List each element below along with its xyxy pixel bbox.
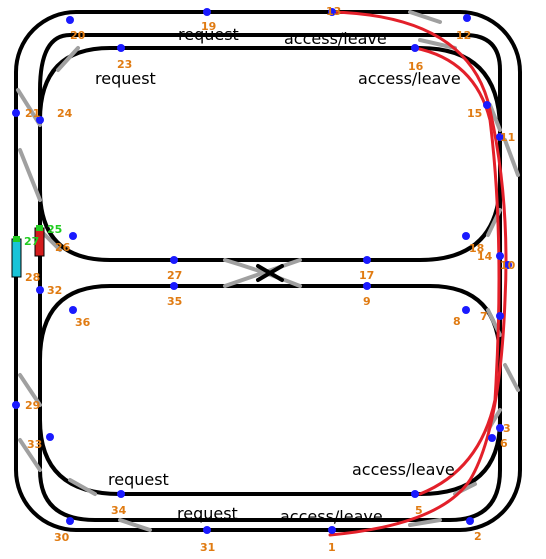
label-request-top: request <box>178 25 239 44</box>
sensor-2-label: 2 <box>474 530 482 543</box>
label-request-lower: request <box>108 470 169 489</box>
sensor-24-label: 24 <box>57 107 73 120</box>
sensor-33-label: 33 <box>27 438 42 451</box>
sensor-19-label: 19 <box>201 20 216 33</box>
sensor-16-dot[interactable] <box>411 44 419 52</box>
sensor-34-dot[interactable] <box>117 490 125 498</box>
sensor-3-dot[interactable] <box>496 424 504 432</box>
sensor-21-dot[interactable] <box>12 109 20 117</box>
sensor-10-label: 10 <box>500 259 516 272</box>
sensor-23-label: 23 <box>117 58 132 71</box>
sensor-10-dot[interactable] <box>504 261 512 269</box>
sensor-24-dot[interactable] <box>36 116 44 124</box>
sensor-2-dot[interactable] <box>466 517 474 525</box>
sensor-20-label: 20 <box>70 29 86 42</box>
sensor-16-label: 16 <box>408 60 424 73</box>
sensor-26-label: 26 <box>55 241 71 254</box>
sensor-35-label: 35 <box>167 295 182 308</box>
sensor-30-dot[interactable] <box>66 517 74 525</box>
sensor-19-dot[interactable] <box>203 8 211 16</box>
sensor-23-dot[interactable] <box>117 44 125 52</box>
label-request-upper-left: request <box>95 69 156 88</box>
sensor-25-label: 25 <box>47 223 62 236</box>
sensor-31-dot[interactable] <box>203 526 211 534</box>
sensor-15-dot[interactable] <box>483 101 491 109</box>
sensor-11-dot[interactable] <box>496 133 504 141</box>
sensor-6-dot[interactable] <box>488 434 496 442</box>
upper-inner-loop-track <box>38 46 502 262</box>
label-access-upper-right: access/leave <box>358 69 461 88</box>
sensor-14-dot[interactable] <box>496 252 504 260</box>
sensor-5-dot[interactable] <box>411 490 419 498</box>
sensor-34-label: 34 <box>111 504 127 517</box>
sensor-27b-label: 27 <box>167 269 182 282</box>
sensor-dots <box>12 8 512 534</box>
sensor-12-label: 12 <box>456 29 471 42</box>
sensor-32-dot[interactable] <box>36 286 44 294</box>
sensor-9-dot[interactable] <box>363 282 371 290</box>
sensor-8-dot[interactable] <box>462 306 470 314</box>
label-request-bottom: request <box>177 504 238 523</box>
sensor-33-dot[interactable] <box>46 433 54 441</box>
sensor-26-dot[interactable] <box>69 232 77 240</box>
center-crossover <box>223 258 302 288</box>
sensor-5-label: 5 <box>415 504 423 517</box>
sensor-3-label: 3 <box>503 422 511 435</box>
sensor-14-label: 14 <box>477 250 493 263</box>
sensor-35-dot[interactable] <box>170 282 178 290</box>
sensor-32-label: 32 <box>47 284 62 297</box>
sensor-6-label: 6 <box>500 437 508 450</box>
sensor-28-label: 28 <box>25 271 40 284</box>
sensor-36-label: 36 <box>75 316 91 329</box>
sensor-20-dot[interactable] <box>66 16 74 24</box>
sensor-27-dot[interactable] <box>170 256 178 264</box>
sensor-18-label: 18 <box>469 242 484 255</box>
highlighted-route <box>328 10 508 537</box>
sensor-36-dot[interactable] <box>69 306 77 314</box>
sensor-11-label: 11 <box>500 131 515 144</box>
sensor-21-label: 21 <box>25 107 40 120</box>
sensor-31-label: 31 <box>200 541 215 554</box>
sensor-9-label: 9 <box>363 295 371 308</box>
sensor-13-label: 13 <box>326 5 341 18</box>
label-access-bottom: access/leave <box>280 507 383 526</box>
train-red[interactable] <box>34 225 45 257</box>
second-loop-track <box>38 33 502 522</box>
label-access-top: access/leave <box>284 29 387 48</box>
sensor-7-dot[interactable] <box>496 312 504 320</box>
sensor-12-dot[interactable] <box>463 14 471 22</box>
sensor-30-label: 30 <box>54 531 70 544</box>
sensor-8-label: 8 <box>453 315 461 328</box>
sensor-1-dot[interactable] <box>328 526 336 534</box>
sensor-1-label: 1 <box>328 541 336 554</box>
label-access-lower: access/leave <box>352 460 455 479</box>
sensor-7-label: 7 <box>480 310 488 323</box>
sensor-17-dot[interactable] <box>363 256 371 264</box>
sensor-29-label: 29 <box>25 399 40 412</box>
sensor-15-label: 15 <box>467 107 482 120</box>
sensor-17-label: 17 <box>359 269 374 282</box>
sensor-18-dot[interactable] <box>462 232 470 240</box>
sensor-27a-label: 27 <box>24 235 39 248</box>
sensor-29-dot[interactable] <box>12 401 20 409</box>
sensor-13-dot[interactable] <box>328 8 336 16</box>
train-cyan[interactable] <box>11 236 22 278</box>
